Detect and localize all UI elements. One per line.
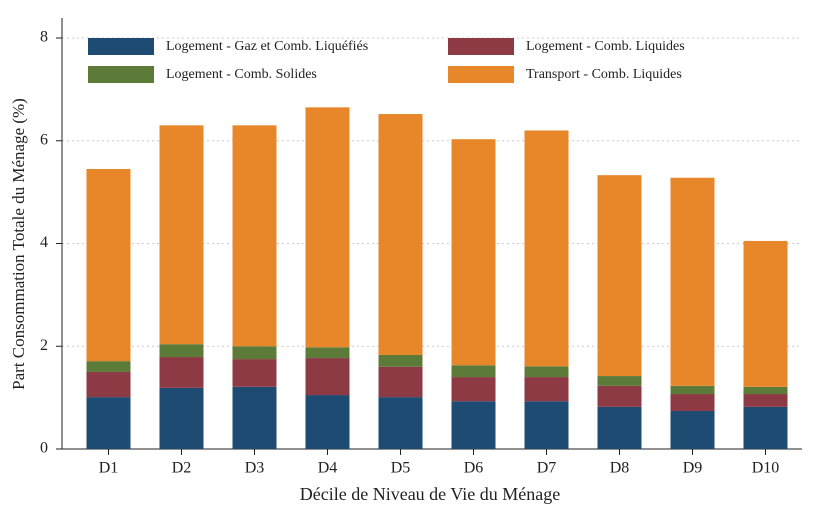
bar-segment bbox=[597, 376, 642, 386]
bar-segment bbox=[86, 169, 131, 362]
bar-segment bbox=[232, 346, 277, 360]
bar-segment bbox=[743, 394, 788, 407]
bar-segment bbox=[524, 130, 569, 367]
legend-label: Logement - Comb. Solides bbox=[166, 67, 317, 82]
bar-segment bbox=[451, 365, 496, 378]
bar-segment bbox=[305, 347, 350, 359]
y-tick-label: 6 bbox=[40, 131, 48, 148]
bar-segment bbox=[86, 361, 131, 372]
bar-segment bbox=[743, 386, 788, 395]
bar-segment bbox=[305, 358, 350, 396]
bar-segment bbox=[159, 125, 204, 345]
bar-segment bbox=[378, 366, 423, 398]
x-tick-label: D2 bbox=[172, 460, 192, 477]
bar-segment bbox=[378, 397, 423, 449]
bar-segment bbox=[232, 386, 277, 449]
bar-segment bbox=[524, 366, 569, 378]
x-tick-label: D1 bbox=[99, 460, 119, 477]
bar-segment bbox=[451, 401, 496, 449]
x-tick-label: D7 bbox=[537, 460, 557, 477]
bar-segment bbox=[159, 387, 204, 449]
bar-segment bbox=[524, 377, 569, 402]
x-tick-label: D9 bbox=[683, 460, 703, 477]
legend-swatch bbox=[448, 38, 514, 55]
bar-segment bbox=[159, 357, 204, 388]
bar-segment bbox=[670, 177, 715, 386]
x-tick-label: D5 bbox=[391, 460, 411, 477]
x-tick-label: D4 bbox=[318, 460, 338, 477]
x-tick-label: D6 bbox=[464, 460, 484, 477]
bar-segment bbox=[597, 406, 642, 449]
x-tick-label: D10 bbox=[752, 460, 780, 477]
legend-swatch bbox=[448, 66, 514, 83]
legend: Logement - Gaz et Comb. Liquéfiés Logemen… bbox=[88, 38, 685, 83]
bar-segment bbox=[670, 410, 715, 449]
y-tick-label: 0 bbox=[40, 440, 48, 457]
legend-swatch bbox=[88, 66, 154, 83]
x-tick-label: D8 bbox=[610, 460, 630, 477]
y-tick-label: 4 bbox=[40, 234, 48, 251]
legend-label: Transport - Comb. Liquides bbox=[526, 67, 682, 82]
bar-segment bbox=[305, 107, 350, 348]
bar-segment bbox=[232, 125, 277, 347]
y-tick-label: 2 bbox=[40, 337, 48, 354]
bar-segment bbox=[670, 385, 715, 395]
bar-segment bbox=[305, 395, 350, 449]
y-axis-label: Part Consommation Totale du Ménage (%) bbox=[9, 98, 28, 390]
bar-segment bbox=[743, 406, 788, 449]
legend-label: Logement - Comb. Liquides bbox=[526, 39, 685, 54]
legend-label: Logement - Gaz et Comb. Liquéfiés bbox=[166, 39, 368, 54]
bar-segment bbox=[524, 401, 569, 449]
x-tick-label: D3 bbox=[245, 460, 265, 477]
bar-segment bbox=[743, 240, 788, 387]
y-tick-label: 8 bbox=[40, 29, 48, 46]
legend-swatch bbox=[88, 38, 154, 55]
bar-segment bbox=[670, 394, 715, 411]
bar-segment bbox=[232, 359, 277, 387]
bar-segment bbox=[159, 344, 204, 358]
bar-segment bbox=[86, 371, 131, 398]
bar-segment bbox=[378, 354, 423, 367]
bar-segment bbox=[378, 114, 423, 355]
x-axis-label: Décile de Niveau de Vie du Ménage bbox=[300, 484, 560, 504]
bar-segment bbox=[597, 385, 642, 407]
bar-segment bbox=[597, 175, 642, 377]
bar-segment bbox=[451, 377, 496, 402]
bar-segment bbox=[451, 139, 496, 366]
bar-segment bbox=[86, 397, 131, 449]
